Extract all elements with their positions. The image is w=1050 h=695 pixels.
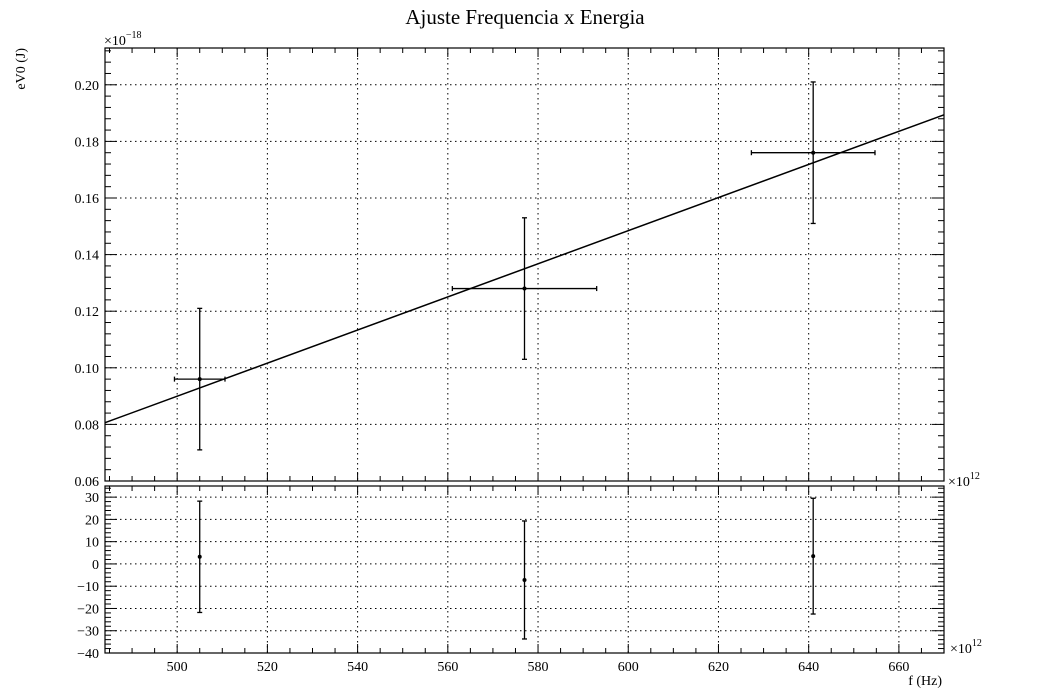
residual-y-tick-label: 30 [85,491,99,506]
residual-x-tick-label: 620 [708,660,729,675]
y-axis-label: eV0 (J) [14,48,29,90]
residual-x-tick-label: 600 [618,660,639,675]
x-axis-multiplier-main-exponent: 12 [970,471,980,482]
residual-axis-multiplier: ×1012 [950,638,982,657]
residual-panel: −40 −30 −20 −10 0 10 20 30 500 520 540 560 580 600 620… [77,485,945,675]
residual-x-tick-label: 640 [798,660,819,675]
residual-axis-multiplier-exponent: 12 [972,638,982,649]
main-y-tick-label: 0.16 [75,192,100,207]
chart-title: Ajuste Frequencia x Energia [405,5,645,29]
residual-x-tick-label: 560 [437,660,458,675]
main-y-tick-label: 0.18 [75,135,100,150]
residual-y-tick-label: −10 [77,580,99,595]
main-y-tick-label: 0.12 [75,305,100,320]
main-y-tick-label: 0.06 [75,475,100,490]
residual-frame [104,485,945,654]
residual-x-tick-label: 520 [257,660,278,675]
residual-x-tick-label: 580 [528,660,549,675]
main-panel: 0.06 0.08 0.10 0.12 0.14 0.16 0.18 0.20 [75,47,945,490]
residual-data-point [522,577,527,582]
main-y-tick-label: 0.14 [75,249,100,264]
main-y-tick-label: 0.10 [75,362,100,377]
residual-y-tick-label: 0 [92,558,99,573]
residual-y-tick-label: −40 [77,647,99,662]
residual-x-tick-label: 660 [888,660,909,675]
main-y-tick-label: 0.20 [75,79,100,94]
y-axis-multiplier-exponent: −18 [126,30,142,41]
residual-y-tick-label: 10 [85,536,99,551]
residual-data-point [197,554,202,559]
main-data-point [197,377,202,382]
main-frame [104,47,945,482]
main-data-point [811,150,816,155]
residual-x-tick-label: 500 [167,660,188,675]
main-data-point [522,286,527,291]
x-axis-multiplier-main: ×1012 [948,471,980,490]
residual-y-tick-label: −20 [77,602,99,617]
y-axis-multiplier: ×10−18 [104,30,142,49]
main-y-tick-label: 0.08 [75,418,100,433]
residual-x-tick-label: 540 [347,660,368,675]
residual-data-point [811,554,816,559]
residual-y-tick-label: 20 [85,513,99,528]
residual-y-tick-label: −30 [77,625,99,640]
x-axis-label: f (Hz) [908,674,942,689]
